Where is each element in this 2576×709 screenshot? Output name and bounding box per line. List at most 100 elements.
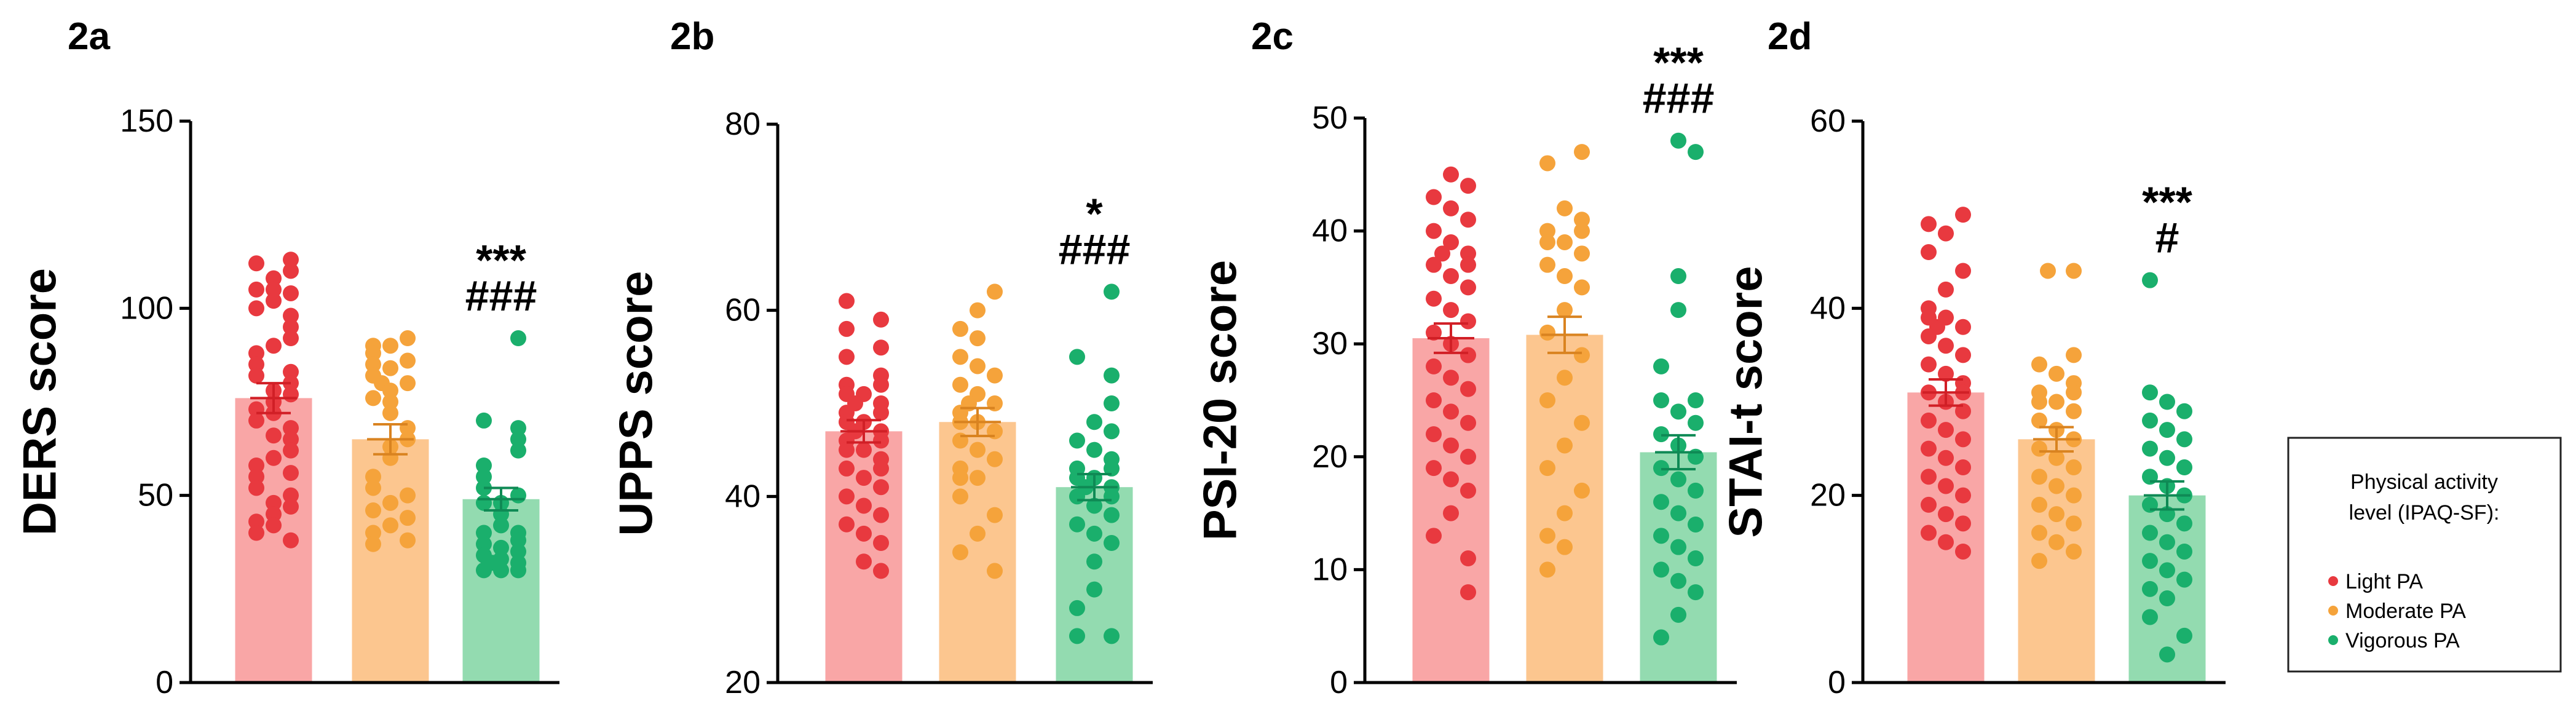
- data-point: [1460, 313, 1476, 330]
- data-point: [952, 320, 968, 337]
- data-point: [283, 442, 299, 459]
- data-point: [1069, 516, 1085, 533]
- data-point: [2031, 394, 2047, 410]
- data-point: [476, 525, 492, 541]
- data-point: [1938, 338, 1954, 354]
- data-point: [1955, 347, 1971, 363]
- data-point: [1460, 279, 1476, 296]
- data-point: [952, 544, 968, 561]
- data-point: [1086, 497, 1102, 514]
- data-point: [1539, 234, 1555, 250]
- panel-2c: 2c PSI-20 score ###*** 0 10 20 30 40 50: [1195, 15, 1737, 700]
- data-point: [1557, 370, 1573, 386]
- data-point: [1460, 347, 1476, 363]
- data-point: [1426, 290, 1442, 307]
- data-point: [2066, 459, 2082, 476]
- data-point: [2049, 534, 2064, 550]
- data-point: [266, 517, 282, 534]
- data-point: [283, 532, 299, 549]
- legend-box: [2287, 437, 2562, 673]
- data-point: [248, 356, 264, 373]
- data-point: [266, 293, 282, 309]
- data-point: [493, 517, 509, 534]
- data-point: [987, 451, 1003, 467]
- data-point: [510, 487, 526, 504]
- data-point: [873, 563, 889, 579]
- data-point: [382, 382, 398, 399]
- data-point: [839, 488, 855, 505]
- error-bar-2: [1655, 434, 1702, 470]
- data-point: [2176, 571, 2192, 588]
- data-point: [2066, 487, 2082, 504]
- data-point: [839, 442, 855, 458]
- data-point: [1557, 437, 1573, 454]
- data-point: [510, 532, 526, 549]
- data-point: [2176, 431, 2192, 448]
- data-point: [856, 525, 872, 542]
- y-tick-label: 40: [1312, 213, 1348, 249]
- legend-dot-light-pa: [2328, 576, 2338, 586]
- data-point: [839, 516, 855, 533]
- data-point: [493, 539, 509, 556]
- data-point: [1670, 403, 1686, 420]
- data-point: [266, 506, 282, 523]
- data-point: [382, 517, 398, 534]
- data-point: [1443, 166, 1459, 183]
- data-point: [952, 470, 968, 486]
- bar-1: [939, 422, 1016, 683]
- data-point: [1574, 144, 1590, 160]
- data-point: [873, 432, 889, 449]
- data-point: [987, 283, 1003, 300]
- data-point: [248, 345, 264, 362]
- data-point: [1460, 482, 1476, 499]
- data-point: [2159, 590, 2175, 607]
- data-point: [1443, 302, 1459, 319]
- data-point: [839, 293, 855, 309]
- data-point: [283, 487, 299, 504]
- data-point: [400, 375, 416, 392]
- y-tick-label: 0: [156, 665, 173, 700]
- data-point: [1086, 442, 1102, 458]
- data-point: [1574, 347, 1590, 363]
- data-point: [2142, 440, 2158, 457]
- data-point: [1921, 356, 1937, 373]
- y-tick-label: 20: [1312, 439, 1348, 475]
- data-point: [1443, 200, 1459, 216]
- y-tick-label: 150: [120, 103, 173, 139]
- data-point: [2142, 412, 2158, 429]
- data-point: [248, 525, 264, 541]
- data-point: [400, 487, 416, 504]
- data-point: [987, 507, 1003, 523]
- data-point: [1086, 581, 1102, 598]
- significance-marker: *: [1086, 189, 1103, 237]
- data-point: [365, 469, 381, 485]
- data-point: [1557, 302, 1573, 319]
- data-point: [2176, 515, 2192, 532]
- legend-label-moderate-pa: Moderate PA: [2345, 600, 2466, 623]
- y-tick-label: 50: [138, 478, 173, 513]
- data-point: [1443, 234, 1459, 250]
- data-point: [283, 431, 299, 448]
- data-point: [1938, 478, 1954, 494]
- data-point: [873, 479, 889, 496]
- data-point: [476, 536, 492, 552]
- data-point: [510, 562, 526, 579]
- data-point: [2049, 450, 2064, 466]
- y-tick-label: 0: [1330, 665, 1348, 700]
- y-tick-label: 10: [1312, 552, 1348, 587]
- data-point: [2159, 450, 2175, 466]
- data-point: [1069, 628, 1085, 644]
- data-point: [2049, 506, 2064, 523]
- y-tick-label: 50: [1312, 100, 1348, 136]
- data-point: [1443, 471, 1459, 488]
- data-point: [1104, 488, 1120, 505]
- y-tick-label: 80: [725, 106, 761, 142]
- data-point: [2176, 403, 2192, 419]
- data-point: [1069, 432, 1085, 449]
- data-point: [1670, 268, 1686, 285]
- data-point: [1688, 392, 1704, 408]
- data-point: [248, 480, 264, 496]
- data-point: [1688, 144, 1704, 160]
- data-point: [493, 562, 509, 579]
- data-point: [1574, 223, 1590, 239]
